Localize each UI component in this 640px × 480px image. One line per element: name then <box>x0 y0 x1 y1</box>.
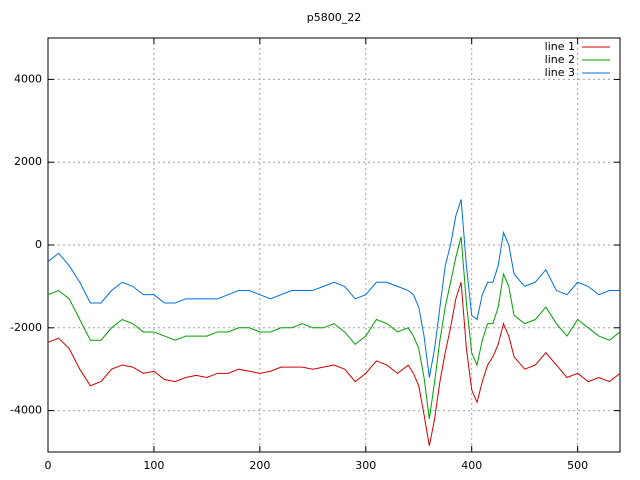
x-tick-label: 100 <box>143 459 164 472</box>
x-tick-label: 500 <box>567 459 588 472</box>
x-tick-label: 200 <box>249 459 270 472</box>
x-tick-label: 0 <box>45 459 52 472</box>
y-tick-label: 2000 <box>14 155 42 168</box>
data-line <box>47 282 621 446</box>
data-line <box>47 199 620 378</box>
x-tick-label: 300 <box>355 459 376 472</box>
x-tick-label: 400 <box>461 459 482 472</box>
y-tick-label: -4000 <box>10 404 42 417</box>
y-tick-label: 0 <box>35 238 42 251</box>
data-line <box>47 236 621 419</box>
legend-label: line 2 <box>545 53 575 66</box>
y-tick-label: 4000 <box>14 72 42 85</box>
plot-border <box>47 37 621 453</box>
y-tick-label: -2000 <box>10 321 42 334</box>
chart-title: p5800_22 <box>307 11 361 24</box>
legend-label: line 1 <box>545 40 575 53</box>
legend-label: line 3 <box>545 66 575 79</box>
